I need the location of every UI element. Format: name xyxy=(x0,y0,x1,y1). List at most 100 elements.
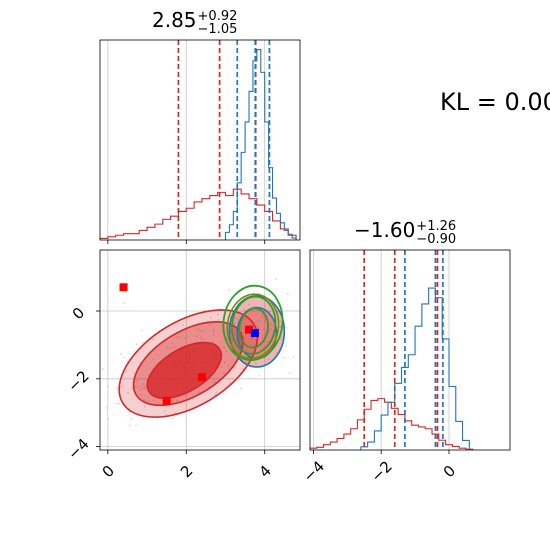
scatter-sample-point xyxy=(203,383,206,385)
scatter-sample-point xyxy=(120,353,122,355)
scatter-sample-point xyxy=(251,337,254,340)
scatter-sample-point xyxy=(138,385,141,388)
scatter-sample-point xyxy=(222,372,225,375)
p2-title: −1.60 +1.26 −0.90 xyxy=(354,218,456,246)
scatter-sample-point xyxy=(269,328,272,330)
green-contour-1 xyxy=(231,295,277,355)
scatter-sample-point xyxy=(229,381,231,384)
scatter-sample-point xyxy=(260,344,263,347)
scatter-sample-point xyxy=(118,402,120,405)
scatter-sample-point xyxy=(135,343,138,346)
scatter-sample-point xyxy=(176,399,179,402)
p2-hist-red-step xyxy=(310,398,474,450)
scatter-sample-point xyxy=(233,322,236,324)
p2-hist-frame xyxy=(309,249,511,451)
scatter-sample-point xyxy=(307,322,309,324)
scatter-sample-point xyxy=(131,387,134,390)
scatter-sample-point xyxy=(171,342,174,345)
scatter-sample-point xyxy=(124,371,127,374)
scatter-sample-point xyxy=(123,302,126,304)
scatter-sample-point xyxy=(105,406,108,409)
p1-hist-red-group xyxy=(100,40,297,240)
p2-xtick-label-1: −2 xyxy=(367,457,395,485)
p2-ytick-label-2: 0 xyxy=(69,304,88,323)
red-marker-0 xyxy=(119,283,128,292)
p1-title-median: 2.85 xyxy=(152,8,197,32)
scatter-sample-point xyxy=(285,326,287,329)
scatter-sample-point xyxy=(254,362,257,365)
p2-xtick-label-2: 0 xyxy=(440,462,459,481)
red-marker-3 xyxy=(245,325,254,334)
scatter-sample-point xyxy=(268,293,271,296)
scatter-sample-point xyxy=(132,371,135,374)
scatter-sample-point xyxy=(286,293,289,296)
red-marker-1 xyxy=(162,396,171,405)
scatter-sample-point xyxy=(211,340,214,343)
scatter-sample-point xyxy=(128,424,131,427)
scatter-sample-point xyxy=(115,387,118,390)
scatter-sample-point xyxy=(292,356,295,358)
scatter-sample-point xyxy=(198,391,200,394)
kl-annotation: KL = 0.00 xyxy=(440,88,550,116)
scatter-sample-point xyxy=(90,401,92,403)
scatter-sample-point xyxy=(157,402,160,405)
green-contour-0 xyxy=(222,284,284,361)
scatter-sample-point xyxy=(263,320,266,322)
scatter-sample-point xyxy=(214,381,217,383)
scatter-sample-point xyxy=(21,474,23,476)
scatter-sample-point xyxy=(107,418,110,420)
scatter-sample-point xyxy=(212,333,215,336)
p1-xtick-label-0: 0 xyxy=(99,462,118,481)
scatter-sample-point xyxy=(260,314,263,317)
scatter-sample-point xyxy=(233,334,236,336)
p1-hist-blue-step xyxy=(224,48,297,240)
scatter-sample-point xyxy=(171,400,174,403)
scatter-sample-point xyxy=(223,361,226,364)
scatter-sample-point xyxy=(195,335,198,338)
scatter-sample-point xyxy=(236,317,238,320)
olive-contour-0 xyxy=(226,293,280,360)
p1-hist-blue-group xyxy=(224,40,297,240)
scatter-sample-point xyxy=(245,350,248,353)
p2-title-plus: +1.26 xyxy=(416,218,457,234)
scatter-sample-point xyxy=(253,344,256,347)
scatter-sample-point xyxy=(212,330,215,333)
scatter-sample-point xyxy=(258,374,261,377)
scatter-sample-point xyxy=(265,341,268,343)
scatter-sample-point xyxy=(275,277,277,280)
p2-hist-blue-group xyxy=(360,250,470,450)
scatter-sample-point xyxy=(146,374,149,377)
scatter-sample-point xyxy=(140,388,143,391)
scatter-sample-point xyxy=(199,330,202,332)
scatter-frame xyxy=(99,249,301,451)
scatter-group xyxy=(21,277,309,476)
scatter-sample-point xyxy=(255,320,258,323)
scatter-sample-point xyxy=(269,323,272,326)
scatter-sample-point xyxy=(195,329,198,332)
scatter-sample-point xyxy=(141,329,144,332)
scatter-sample-point xyxy=(272,324,275,327)
scatter-sample-point xyxy=(78,412,80,414)
scatter-sample-point xyxy=(142,399,145,402)
scatter-sample-point xyxy=(147,400,150,403)
scatter-sample-point xyxy=(217,313,219,316)
scatter-sample-point xyxy=(263,328,265,331)
scatter-sample-point xyxy=(169,347,172,350)
p1-title-minus: −1.05 xyxy=(197,21,238,37)
p2-title-median: −1.60 xyxy=(354,218,416,242)
red-marker-2 xyxy=(197,373,206,382)
p2-hist-blue-step xyxy=(360,287,470,450)
scatter-sample-point xyxy=(244,317,247,320)
scatter-sample-point xyxy=(141,416,144,419)
scatter-sample-point xyxy=(243,308,246,311)
scatter-sample-point xyxy=(151,338,154,341)
scatter-sample-point xyxy=(258,332,261,335)
scatter-sample-point xyxy=(144,400,147,402)
p2-ytick-label-1: −2 xyxy=(64,367,92,395)
p1-title-plus: +0.92 xyxy=(197,8,238,24)
scatter-sample-point xyxy=(261,336,264,339)
scatter-sample-point xyxy=(245,348,248,351)
scatter-sample-point xyxy=(208,324,211,327)
scatter-sample-point xyxy=(258,320,261,323)
